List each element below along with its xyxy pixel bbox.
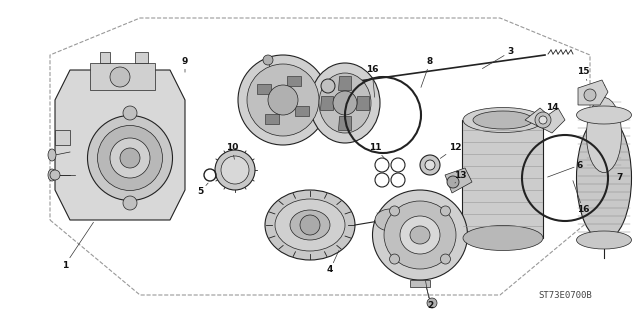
Ellipse shape [577, 106, 632, 124]
Text: 2: 2 [426, 281, 433, 309]
Circle shape [390, 206, 399, 216]
Ellipse shape [400, 216, 440, 254]
Text: 3: 3 [483, 48, 513, 69]
Circle shape [120, 148, 140, 168]
Ellipse shape [463, 226, 543, 250]
Text: 9: 9 [182, 57, 188, 72]
Polygon shape [338, 116, 351, 130]
Ellipse shape [247, 64, 319, 136]
Polygon shape [90, 63, 155, 90]
Ellipse shape [215, 150, 255, 190]
Polygon shape [135, 52, 148, 63]
Ellipse shape [275, 199, 345, 251]
Ellipse shape [48, 169, 56, 181]
Text: 5: 5 [197, 183, 208, 197]
Circle shape [268, 85, 298, 115]
Polygon shape [410, 280, 430, 287]
Text: 16: 16 [573, 181, 589, 214]
Polygon shape [55, 130, 70, 145]
Circle shape [321, 79, 335, 93]
Polygon shape [55, 70, 185, 220]
Polygon shape [287, 76, 301, 86]
Circle shape [447, 176, 459, 188]
Ellipse shape [375, 209, 405, 231]
Ellipse shape [586, 98, 621, 173]
Polygon shape [265, 114, 279, 124]
Text: 1: 1 [62, 222, 93, 270]
Text: 14: 14 [546, 103, 558, 115]
Polygon shape [257, 84, 271, 94]
Ellipse shape [410, 226, 430, 244]
Text: 15: 15 [577, 68, 589, 80]
Polygon shape [338, 76, 351, 90]
Circle shape [110, 67, 130, 87]
Text: 16: 16 [365, 65, 378, 97]
Circle shape [420, 155, 440, 175]
Circle shape [300, 215, 320, 235]
Ellipse shape [123, 106, 137, 120]
Circle shape [390, 254, 399, 264]
Polygon shape [445, 168, 472, 193]
Polygon shape [462, 120, 543, 238]
Circle shape [535, 112, 551, 128]
Text: 6: 6 [548, 160, 583, 177]
Ellipse shape [238, 55, 328, 145]
Ellipse shape [310, 63, 380, 143]
Polygon shape [578, 80, 608, 105]
Circle shape [333, 91, 357, 115]
Circle shape [440, 254, 451, 264]
Ellipse shape [372, 190, 467, 280]
Text: 7: 7 [617, 174, 623, 182]
Ellipse shape [319, 73, 371, 133]
Ellipse shape [48, 149, 56, 161]
Circle shape [440, 206, 451, 216]
Circle shape [263, 55, 273, 65]
Text: 8: 8 [421, 57, 433, 87]
Ellipse shape [221, 156, 249, 184]
Ellipse shape [97, 125, 163, 190]
Ellipse shape [290, 210, 330, 240]
Ellipse shape [265, 190, 355, 260]
Text: 13: 13 [454, 170, 467, 183]
Ellipse shape [577, 115, 632, 241]
Ellipse shape [88, 115, 173, 201]
Text: 10: 10 [226, 144, 238, 159]
Text: 11: 11 [369, 144, 386, 160]
Polygon shape [295, 106, 309, 116]
Polygon shape [525, 108, 565, 133]
Circle shape [110, 138, 150, 178]
Polygon shape [356, 96, 369, 110]
Text: 12: 12 [440, 144, 461, 159]
Circle shape [425, 160, 435, 170]
Circle shape [584, 89, 596, 101]
Circle shape [427, 298, 437, 308]
Circle shape [539, 116, 547, 124]
Ellipse shape [463, 108, 543, 132]
Text: ST73E0700B: ST73E0700B [538, 291, 592, 300]
Polygon shape [320, 96, 333, 110]
Text: 4: 4 [327, 250, 339, 275]
Ellipse shape [384, 201, 456, 269]
Ellipse shape [577, 231, 632, 249]
Ellipse shape [123, 196, 137, 210]
Ellipse shape [473, 111, 533, 129]
Polygon shape [100, 52, 110, 63]
Circle shape [50, 170, 60, 180]
